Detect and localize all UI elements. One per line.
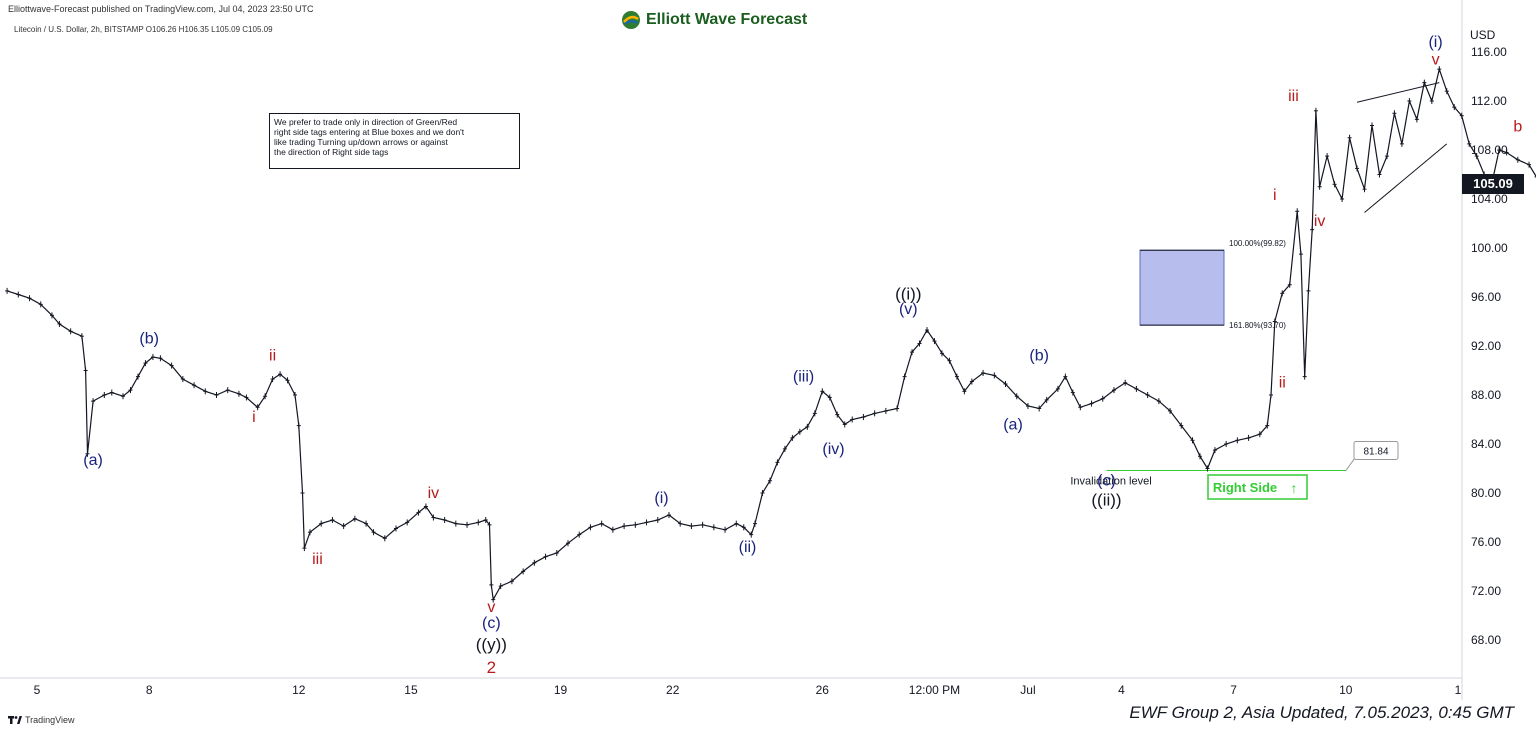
- note-line: We prefer to trade only in direction of …: [274, 117, 458, 127]
- wave-label: ((y)): [476, 635, 507, 654]
- brand-name: Elliott Wave Forecast: [646, 11, 808, 28]
- wave-label: b: [1513, 119, 1522, 136]
- wave-label: (a): [1003, 416, 1023, 433]
- wave-label: iii: [1288, 88, 1299, 105]
- tradingview-icon: [8, 716, 22, 724]
- fib-161-label: 161.80%(93.70): [1229, 321, 1286, 330]
- y-tick-label: 100.00: [1471, 241, 1508, 255]
- note-line: the direction of Right side tags: [274, 147, 389, 157]
- y-tick-label: 88.00: [1471, 388, 1501, 402]
- wave-label: (a): [83, 452, 103, 469]
- wave-label: (v): [899, 301, 918, 318]
- right-side-tag-label: Right Side: [1213, 480, 1277, 495]
- trading-note-box: We prefer to trade only in direction of …: [269, 113, 520, 169]
- x-tick-label: 4: [1118, 683, 1125, 697]
- wave-label: ii: [1279, 375, 1286, 392]
- wave-label: ((ii)): [1091, 490, 1121, 509]
- wave-label: (i): [1428, 34, 1442, 51]
- wave-label: iv: [1314, 213, 1326, 230]
- wave-label: i: [252, 409, 256, 426]
- y-tick-label: 92.00: [1471, 339, 1501, 353]
- wave-label: iv: [428, 485, 440, 502]
- x-tick-label: 12: [292, 683, 306, 697]
- brand-logo: Elliott Wave Forecast: [621, 10, 807, 30]
- wave-label: 2: [487, 658, 496, 677]
- y-tick-label: 96.00: [1471, 290, 1501, 304]
- y-tick-label: 112.00: [1471, 94, 1507, 108]
- x-tick-label: 22: [666, 683, 680, 697]
- x-tick-label: 26: [816, 683, 830, 697]
- x-tick-label: 5: [34, 683, 41, 697]
- x-tick-label: 1: [1455, 683, 1462, 697]
- wave-label: iii: [312, 551, 323, 568]
- blue-box-zone: [1139, 249, 1225, 326]
- x-tick-label: 12:00 PM: [909, 683, 960, 697]
- currency-label: USD: [1470, 28, 1496, 42]
- wave-label: i: [1273, 187, 1277, 204]
- wave-label: (iv): [822, 441, 844, 458]
- wave-label: ii: [269, 348, 276, 365]
- y-tick-label: 84.00: [1471, 437, 1501, 451]
- note-line: right side tags entering at Blue boxes a…: [274, 127, 465, 137]
- wave-label: (c): [1097, 473, 1116, 490]
- x-tick-label: 10: [1339, 683, 1353, 697]
- x-tick-label: 7: [1230, 683, 1237, 697]
- x-tick-label: 19: [554, 683, 568, 697]
- y-tick-label: 116.00: [1471, 45, 1507, 59]
- wave-label: (iii): [793, 369, 814, 386]
- wave-label: (b): [1029, 348, 1049, 365]
- wave-label: (b): [139, 331, 159, 348]
- y-tick-label: 72.00: [1471, 584, 1501, 598]
- wave-label: v: [1432, 51, 1440, 68]
- note-line: like trading Turning up/down arrows or a…: [274, 137, 448, 147]
- price-series-line: [6, 67, 1536, 602]
- fib-100-label: 100.00%(99.82): [1229, 239, 1286, 248]
- wave-label: ((i)): [895, 284, 921, 303]
- y-tick-label: 80.00: [1471, 486, 1501, 500]
- wave-label: (ii): [739, 539, 757, 556]
- wave-label: (c): [482, 615, 501, 632]
- y-tick-label: 76.00: [1471, 535, 1501, 549]
- invalidation-tag-box: [1353, 440, 1399, 460]
- y-tick-label: 104.00: [1471, 192, 1508, 206]
- x-tick-label: 8: [146, 683, 153, 697]
- wave-label: v: [487, 599, 495, 616]
- tradingview-label: TradingView: [25, 715, 75, 725]
- x-tick-label: Jul: [1020, 683, 1035, 697]
- triangle-boundary-line: [1364, 143, 1448, 213]
- arrow-up-icon: ↑: [1291, 480, 1298, 496]
- tradingview-logo: TradingView: [8, 715, 75, 725]
- invalidation-tag-value: 81.84: [1363, 446, 1388, 457]
- ewf-update-credit: EWF Group 2, Asia Updated, 7.05.2023, 0:…: [1129, 703, 1514, 722]
- symbol-ohlc: Litecoin / U.S. Dollar, 2h, BITSTAMP O10…: [14, 25, 273, 34]
- x-tick-label: 15: [404, 683, 418, 697]
- right-side-tag-box: [1207, 474, 1308, 500]
- invalidation-label: Invalidation level: [1070, 475, 1151, 487]
- y-tick-label: 68.00: [1471, 633, 1501, 647]
- triangle-boundary-line: [1356, 82, 1440, 103]
- wave-label: (i): [654, 490, 668, 507]
- current-price-tag: 105.09: [1462, 174, 1524, 194]
- published-by: Elliottwave-Forecast published on Tradin…: [8, 4, 314, 14]
- brand-globe-icon: [622, 11, 640, 29]
